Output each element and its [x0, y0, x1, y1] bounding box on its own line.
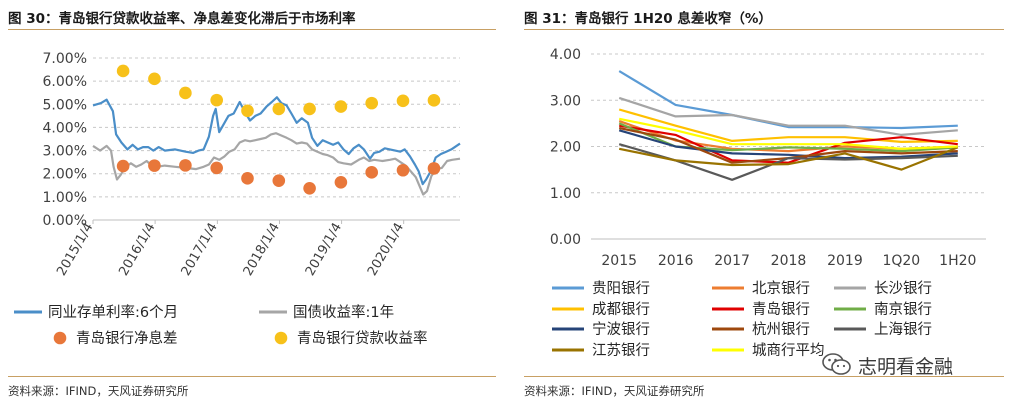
data-point: [179, 86, 192, 100]
series-line: [619, 124, 958, 164]
right-source: 资料来源：IFIND，天风证券研究所: [524, 384, 705, 398]
legend-label: 杭州银行: [752, 321, 810, 338]
x-tick-label: 2015/1/4: [54, 221, 96, 279]
series-line: [618, 108, 958, 143]
legend-label: 青岛银行贷款收益率: [297, 330, 428, 347]
legend-swatch: [274, 331, 288, 345]
watermark-text: 志明看金融: [858, 356, 954, 378]
data-point: [210, 93, 223, 107]
series-line: [618, 70, 958, 130]
data-point: [241, 104, 254, 118]
data-point: [303, 102, 316, 116]
x-tick-label: 2015: [601, 253, 637, 269]
left-source-rule: [8, 376, 496, 377]
data-point: [334, 175, 348, 189]
data-point: [396, 163, 410, 177]
legend-label: 南京银行: [874, 301, 932, 318]
right-source-rule: [524, 376, 1004, 377]
series-line: [618, 146, 959, 171]
x-tick-label: 2018/1/4: [241, 221, 283, 279]
y-tick-label: 7.00%: [43, 51, 87, 67]
data-point: [241, 172, 254, 185]
legend-label: 国债收益率:1年: [293, 304, 394, 321]
wechat-icon: [822, 353, 851, 375]
x-tick-label: 2016: [658, 253, 694, 269]
y-tick-label: 6.00%: [43, 74, 87, 90]
legend-label: 贵阳银行: [592, 280, 650, 297]
right-figure-title: 图 31：青岛银行 1H20 息差收窄（%）: [524, 11, 772, 27]
data-point: [365, 96, 378, 110]
legend-label: 城商行平均: [752, 342, 825, 359]
data-point: [427, 162, 441, 175]
series-line: [618, 129, 958, 160]
right-chart: 0.00 1.00 2.00 3.00 4.00 2015 2016 2017 2018 2019…: [550, 47, 986, 359]
x-tick-label: 2019/1/4: [303, 221, 345, 279]
left-figure-title: 图 30：青岛银行贷款收益率、净息差变化滞后于市场利率: [8, 11, 356, 27]
series-line: [618, 96, 958, 136]
data-point: [427, 94, 441, 107]
x-tick-label: 2020/1/4: [365, 221, 407, 279]
watermark: 志明看金融: [822, 350, 1002, 378]
y-tick-label: 3.00%: [43, 144, 87, 160]
legend-label: 江苏银行: [592, 342, 650, 359]
y-tick-label: 2.00%: [43, 167, 87, 183]
series-line: [618, 117, 958, 150]
legend-label: 宁波银行: [592, 321, 650, 338]
legend-label: 成都银行: [592, 301, 650, 318]
y-tick-label: 4.00: [550, 47, 581, 63]
left-chart: 0.00% 1.00% 2.00% 3.00% 4.00% 5.00% 6.00% 7.00%…: [14, 51, 461, 347]
x-tick-label: 2017/1/4: [179, 221, 221, 279]
data-point: [116, 64, 130, 78]
data-point: [272, 102, 286, 116]
x-tick-label: 2017: [714, 253, 750, 269]
right-title-rule: [524, 29, 1004, 30]
left-figure: 图 30：青岛银行贷款收益率、净息差变化滞后于市场利率 0.00% 1.00% 2.…: [0, 0, 500, 407]
legend-label: 青岛银行: [752, 301, 810, 318]
data-point: [148, 159, 161, 172]
data-point: [179, 159, 192, 172]
data-point: [210, 161, 223, 175]
legend-swatch: [53, 331, 67, 345]
y-tick-label: 3.00: [550, 93, 581, 109]
x-tick-label: 1Q20: [882, 253, 920, 269]
legend-label: 青岛银行净息差: [76, 330, 178, 347]
data-point: [303, 181, 316, 195]
x-tick-label: 2018: [771, 253, 807, 269]
y-tick-label: 5.00%: [43, 97, 87, 113]
left-source: 资料来源：IFIND，天风证券研究所: [8, 384, 189, 398]
data-point: [365, 166, 378, 179]
legend-label: 长沙银行: [874, 280, 932, 297]
y-tick-label: 0.00: [550, 232, 581, 248]
x-tick-label: 2019: [827, 253, 863, 269]
y-tick-label: 4.00%: [43, 120, 87, 136]
data-point: [396, 94, 410, 108]
legend-label: 北京银行: [752, 280, 810, 297]
legend-label: 上海银行: [874, 321, 932, 338]
right-figure: 图 31：青岛银行 1H20 息差收窄（%） 0.00 1.00 2.00 3.00 4…: [516, 0, 1011, 407]
data-point: [272, 174, 286, 187]
y-tick-label: 1.00%: [43, 190, 87, 206]
x-tick-label: 1H20: [939, 253, 976, 269]
series-line: [92, 96, 461, 186]
y-tick-label: 0.00%: [43, 213, 87, 229]
x-tick-label: 2016/1/4: [116, 221, 158, 279]
y-tick-label: 1.00: [550, 186, 581, 202]
data-point: [148, 72, 161, 86]
left-title-rule: [8, 29, 496, 30]
data-point: [334, 100, 348, 113]
data-point: [116, 159, 130, 173]
y-tick-label: 2.00: [550, 140, 581, 156]
legend-label: 同业存单利率:6个月: [48, 304, 178, 321]
